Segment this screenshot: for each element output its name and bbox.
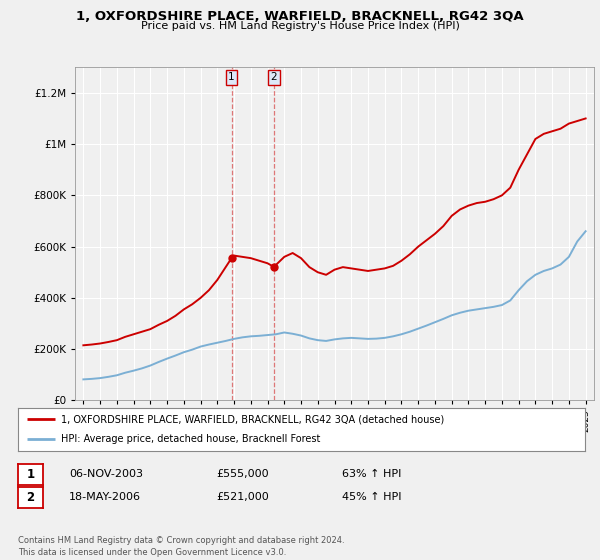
Text: 1: 1 (26, 468, 35, 481)
Text: 45% ↑ HPI: 45% ↑ HPI (342, 492, 401, 502)
Text: 63% ↑ HPI: 63% ↑ HPI (342, 469, 401, 479)
Text: £555,000: £555,000 (216, 469, 269, 479)
Text: 18-MAY-2006: 18-MAY-2006 (69, 492, 141, 502)
Text: 06-NOV-2003: 06-NOV-2003 (69, 469, 143, 479)
Text: 2: 2 (271, 72, 277, 82)
Text: Contains HM Land Registry data © Crown copyright and database right 2024.
This d: Contains HM Land Registry data © Crown c… (18, 536, 344, 557)
Text: Price paid vs. HM Land Registry's House Price Index (HPI): Price paid vs. HM Land Registry's House … (140, 21, 460, 31)
Text: 1, OXFORDSHIRE PLACE, WARFIELD, BRACKNELL, RG42 3QA (detached house): 1, OXFORDSHIRE PLACE, WARFIELD, BRACKNEL… (61, 414, 444, 424)
Text: 1: 1 (228, 72, 235, 82)
Text: £521,000: £521,000 (216, 492, 269, 502)
Text: 2: 2 (26, 491, 35, 504)
Text: 1, OXFORDSHIRE PLACE, WARFIELD, BRACKNELL, RG42 3QA: 1, OXFORDSHIRE PLACE, WARFIELD, BRACKNEL… (76, 10, 524, 22)
Text: HPI: Average price, detached house, Bracknell Forest: HPI: Average price, detached house, Brac… (61, 434, 320, 444)
